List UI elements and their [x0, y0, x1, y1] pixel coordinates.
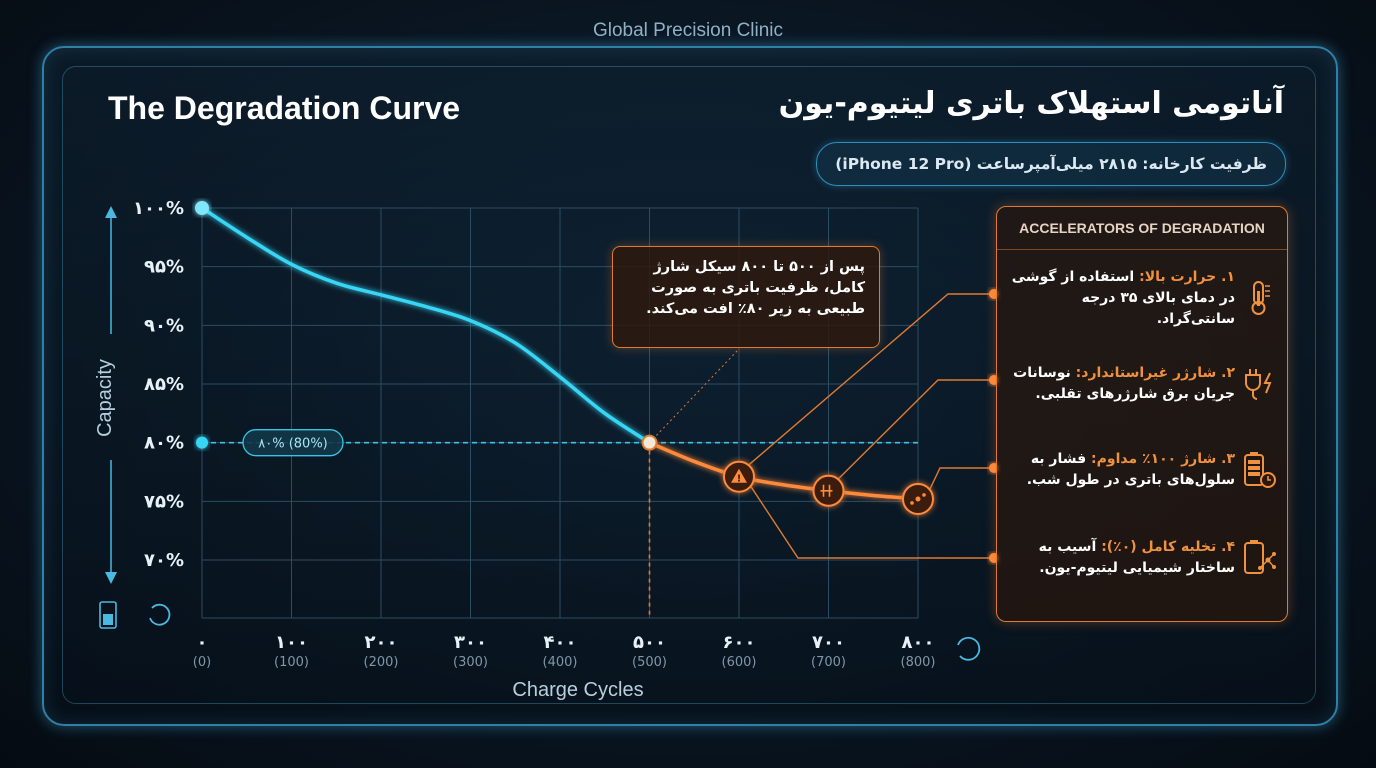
- x-tick-sublabel: (500): [632, 655, 667, 670]
- start-point: [195, 201, 209, 215]
- accelerator-text: ۳. شارژ ۱۰۰٪ مداوم: فشار به سلول‌های بات…: [1009, 449, 1239, 491]
- accelerator-label: ۴. تخلیه کامل (۰٪):: [1101, 539, 1235, 555]
- threshold-label: ۸۰% (80%): [258, 437, 328, 452]
- y-tick-label: ۹۰%: [144, 315, 184, 336]
- battery-clock-icon: [1239, 450, 1279, 490]
- x-tick-label: ۵۰۰: [633, 632, 666, 653]
- accelerator-item-full-charge: ۳. شارژ ۱۰۰٪ مداوم: فشار به سلول‌های بات…: [1009, 435, 1279, 505]
- thermometer-icon: [1239, 278, 1279, 318]
- inner-frame: [62, 66, 1316, 704]
- x-tick-sublabel: (200): [364, 655, 399, 670]
- threshold-callout: پس از ۵۰۰ تا ۸۰۰ سیکل شارژ کامل، ظرفیت ب…: [612, 246, 880, 348]
- y-tick-label: ۷۰%: [144, 550, 184, 571]
- factory-capacity-text: ظرفیت کارخانه: ۲۸۱۵ میلی‌آمپرساعت (iPhon…: [835, 155, 1267, 173]
- x-tick-sublabel: (400): [543, 655, 578, 670]
- x-tick-sublabel: (0): [193, 655, 211, 670]
- threshold-axis-point: [196, 436, 208, 449]
- accelerator-desc: فشار به سلول‌های باتری در طول شب.: [1026, 451, 1235, 488]
- x-tick-sublabel: (100): [274, 655, 309, 670]
- accelerator-text: ۱. حرارت بالا: استفاده از گوشی در دمای ب…: [1009, 267, 1239, 330]
- x-tick-label: ۷۰۰: [812, 632, 845, 653]
- accelerator-label: ۱. حرارت بالا:: [1139, 268, 1235, 285]
- molecule-icon-atom: [910, 501, 914, 505]
- accelerator-connector: [750, 486, 994, 559]
- x-tick-label: ۶۰۰: [723, 632, 756, 653]
- refresh-icon-right: [957, 636, 981, 661]
- knee-point: [641, 434, 658, 451]
- accelerator-connector: [748, 293, 994, 466]
- accelerators-panel: ACCELERATORS OF DEGRADATION ۱. حرارت بال…: [996, 206, 1288, 622]
- charger-plug-icon: [1239, 364, 1279, 404]
- x-axis-label: Charge Cycles: [512, 679, 643, 701]
- accelerator-label: ۳. شارژ ۱۰۰٪ مداوم:: [1091, 451, 1235, 467]
- callout-pointer: [649, 349, 739, 444]
- accelerators-title: ACCELERATORS OF DEGRADATION: [997, 207, 1287, 250]
- accelerator-label: ۲. شارژر غیراستاندارد:: [1075, 365, 1235, 381]
- accelerator-text: ۲. شارژر غیراستاندارد: نوسانات جریان برق…: [1009, 363, 1239, 405]
- y-tick-label: ۸۵%: [144, 374, 184, 395]
- battery-level-icon: [99, 601, 117, 629]
- series-healthy-line: [201, 206, 651, 445]
- battery-level-icon-fill: [103, 614, 113, 625]
- x-tick-sublabel: (600): [722, 655, 757, 670]
- x-tick-label: ۱۰۰: [275, 632, 308, 653]
- plug-icon: [820, 484, 833, 497]
- accelerator-desc: استفاده از گوشی در دمای بالای ۳۵ درجه سا…: [1011, 268, 1235, 327]
- accelerator-item-heat: ۱. حرارت بالا: استفاده از گوشی در دمای ب…: [1009, 263, 1279, 333]
- x-tick-sublabel: (300): [453, 655, 488, 670]
- threshold-badge: [242, 429, 344, 457]
- clinic-name: Global Precision Clinic: [592, 20, 784, 41]
- accelerator-item-charger: ۲. شارژر غیراستاندارد: نوسانات جریان برق…: [1009, 349, 1279, 419]
- battery-molecule-icon: [1239, 538, 1279, 578]
- accelerator-desc: نوسانات جریان برق شارژرهای تقلبی.: [1013, 365, 1235, 402]
- warning-icon-mark: !: [737, 474, 742, 485]
- molecule-icon: [915, 496, 921, 502]
- x-tick-sublabel: (800): [901, 655, 936, 670]
- chart-title-fa: آناتومی استهلاک باتری لیتیوم-یون: [778, 86, 1284, 121]
- chart-title-en: The Degradation Curve: [108, 90, 461, 126]
- accelerator-connector: [838, 379, 994, 480]
- x-tick-label: ۴۰۰: [544, 632, 577, 653]
- y-tick-label: ۷۵%: [144, 491, 184, 512]
- factory-capacity-pill: ظرفیت کارخانه: ۲۸۱۵ میلی‌آمپرساعت (iPhon…: [816, 142, 1286, 186]
- series-degraded-line: [648, 441, 919, 501]
- accelerator-text: ۴. تخلیه کامل (۰٪): آسیب به ساختار شیمیا…: [1009, 537, 1239, 579]
- refresh-icon-left: [149, 603, 171, 626]
- y-tick-label: ۸۰%: [144, 433, 184, 454]
- accelerator-connector: [929, 467, 994, 490]
- warning-icon: [731, 468, 747, 483]
- molecule-icon-atom: [922, 493, 926, 497]
- x-tick-label: ۸۰۰: [902, 632, 935, 653]
- callout-text: پس از ۵۰۰ تا ۸۰۰ سیکل شارژ کامل، ظرفیت ب…: [646, 259, 865, 317]
- ylabel-arrowhead-up: [105, 206, 117, 218]
- ylabel-arrowhead-down: [105, 572, 117, 584]
- accelerator-desc: آسیب به ساختار شیمیایی لیتیوم-یون.: [1038, 539, 1235, 576]
- x-tick-sublabel: (700): [811, 655, 846, 670]
- x-tick-label: ۳۰۰: [454, 632, 487, 653]
- y-axis-label: Capacity: [94, 359, 116, 437]
- x-tick-label: ۲۰۰: [365, 632, 398, 653]
- x-tick-label: ۰: [197, 632, 208, 653]
- y-tick-label: ۹۵%: [144, 257, 184, 278]
- y-tick-label: ۱۰۰%: [133, 198, 184, 219]
- accelerator-item-full-discharge: ۴. تخلیه کامل (۰٪): آسیب به ساختار شیمیا…: [1009, 523, 1279, 593]
